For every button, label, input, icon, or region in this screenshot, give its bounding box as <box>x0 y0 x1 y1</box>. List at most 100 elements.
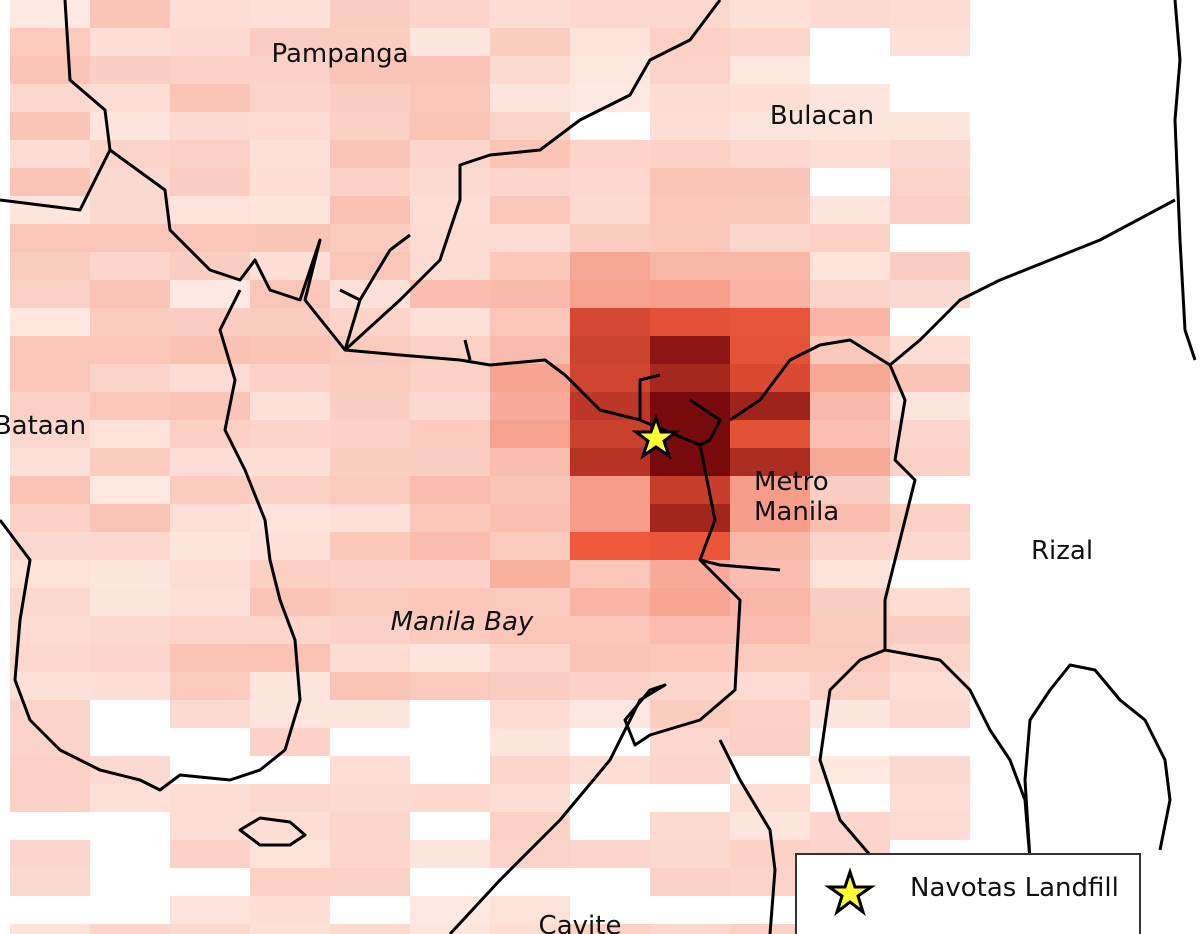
heat-cell <box>250 644 330 672</box>
heat-cell <box>330 140 410 168</box>
heat-cell <box>490 420 570 448</box>
heat-cell <box>730 644 810 672</box>
heat-cell <box>730 532 810 560</box>
heat-cell <box>810 0 890 28</box>
heat-cell <box>410 560 490 588</box>
heat-cell <box>730 280 810 308</box>
heat-cell <box>170 28 250 56</box>
heat-cell <box>330 924 410 934</box>
heat-cell <box>90 532 170 560</box>
heat-cell <box>810 140 890 168</box>
heat-cell <box>650 812 730 840</box>
heat-cell <box>250 924 330 934</box>
heat-cell <box>10 756 90 784</box>
heat-cell <box>170 336 250 364</box>
heat-cell <box>570 560 650 588</box>
heat-cell <box>490 588 570 616</box>
heat-cell <box>10 560 90 588</box>
heat-cell <box>170 392 250 420</box>
heat-cell <box>410 196 490 224</box>
heat-cell <box>570 840 650 868</box>
heat-cell <box>570 196 650 224</box>
heat-cell <box>410 112 490 140</box>
heat-cell <box>650 336 730 364</box>
heat-cell <box>890 784 970 812</box>
heat-cell <box>410 616 490 644</box>
heat-cell <box>90 504 170 532</box>
heat-cell <box>890 364 970 392</box>
heat-cell <box>730 196 810 224</box>
heat-cell <box>90 224 170 252</box>
landfill-marker <box>631 413 681 460</box>
heat-cell <box>250 532 330 560</box>
heat-cell <box>890 756 970 784</box>
heat-cell <box>650 644 730 672</box>
heat-cell <box>730 560 810 588</box>
heat-cell <box>410 840 490 868</box>
heat-cell <box>170 840 250 868</box>
heat-cell <box>410 308 490 336</box>
heat-cell <box>890 168 970 196</box>
heat-cell <box>730 112 810 140</box>
heat-cell <box>650 112 730 140</box>
heat-cell <box>410 84 490 112</box>
heat-cell <box>170 784 250 812</box>
heat-cell <box>490 896 570 924</box>
heat-cell <box>730 672 810 700</box>
heat-cell <box>330 112 410 140</box>
heat-cell <box>90 196 170 224</box>
heat-cell <box>650 476 730 504</box>
heat-cell <box>490 28 570 56</box>
heat-cell <box>810 84 890 112</box>
heat-cell <box>490 0 570 28</box>
heat-cell <box>490 924 570 934</box>
heat-cell <box>10 252 90 280</box>
heat-cell <box>250 560 330 588</box>
heat-cell <box>730 504 810 532</box>
heat-cell <box>410 140 490 168</box>
heat-cell <box>810 476 890 504</box>
coastline <box>884 648 1172 861</box>
heat-cell <box>10 504 90 532</box>
heat-cell <box>650 252 730 280</box>
heat-cell <box>890 420 970 448</box>
heat-cell <box>410 504 490 532</box>
heat-cell <box>250 168 330 196</box>
heat-cell <box>90 0 170 28</box>
heat-cell <box>10 28 90 56</box>
heat-cell <box>10 840 90 868</box>
heat-cell <box>330 672 410 700</box>
heat-cell <box>90 336 170 364</box>
heat-cell <box>650 728 730 756</box>
heat-cell <box>250 868 330 896</box>
region-label-line: Pampanga <box>271 39 408 69</box>
heat-cell <box>410 392 490 420</box>
heat-cell <box>570 392 650 420</box>
heat-cell <box>650 532 730 560</box>
heat-cell <box>730 420 810 448</box>
heat-cell <box>730 84 810 112</box>
heat-cell <box>330 812 410 840</box>
heat-cell <box>570 924 650 934</box>
heat-cell <box>90 644 170 672</box>
heat-cell <box>330 476 410 504</box>
coastline <box>0 289 302 792</box>
heat-cell <box>570 224 650 252</box>
heat-cell <box>10 336 90 364</box>
heat-cell <box>330 756 410 784</box>
coastline <box>638 198 1176 572</box>
heat-cell <box>730 392 810 420</box>
heat-cell <box>90 476 170 504</box>
heat-cell <box>490 700 570 728</box>
heat-cell <box>330 560 410 588</box>
heat-cell <box>10 364 90 392</box>
heat-cell <box>490 56 570 84</box>
heat-cell <box>410 784 490 812</box>
coastline <box>1173 0 1197 361</box>
heat-cell <box>330 336 410 364</box>
heat-cell <box>570 504 650 532</box>
heat-cell <box>650 364 730 392</box>
heat-cell <box>570 280 650 308</box>
heat-cell <box>730 728 810 756</box>
